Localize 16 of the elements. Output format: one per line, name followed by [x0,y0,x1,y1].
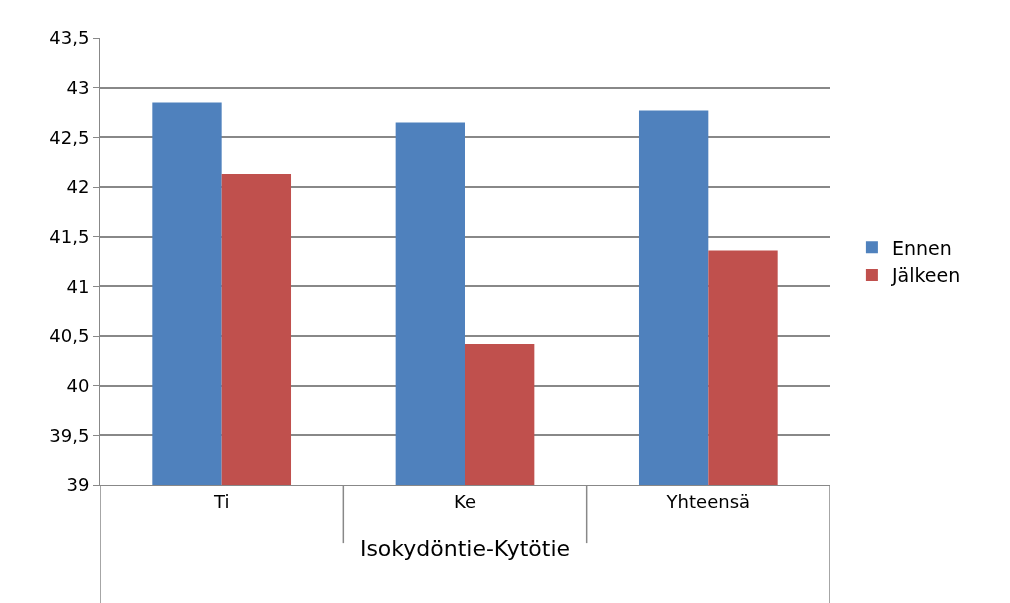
y-tick-label: 43,5 [49,27,90,49]
y-tick-label: 40 [66,374,90,396]
y-tick-label: 42 [66,176,90,198]
y-tick-label: 39 [66,474,90,496]
y-tick-label: 43 [66,76,90,98]
y-tick-label: 41,5 [49,225,90,247]
x-tick-label: Ti [212,490,230,512]
legend-label: Ennen [891,236,952,259]
x-axis-title: Isokydöntie-Kytötie [359,536,571,562]
x-tick-label: Yhteensä [665,490,751,512]
x-tick-label: Ke [454,490,476,512]
y-tick-label: 42,5 [49,126,90,148]
y-tick-label: 41 [66,275,90,297]
legend-label: Jälkeen [890,264,961,287]
y-tick-label: 40,5 [49,325,90,347]
y-tick-label: 39,5 [49,424,90,446]
